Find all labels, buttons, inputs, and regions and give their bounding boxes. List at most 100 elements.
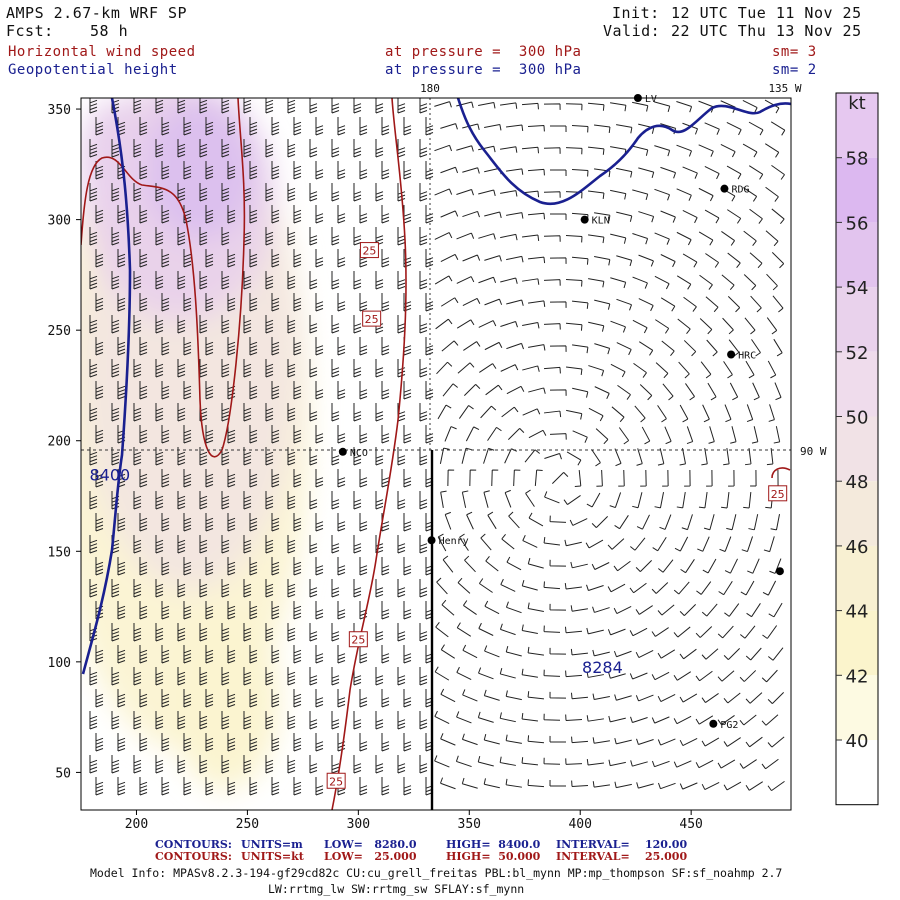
wind-barb <box>375 447 384 466</box>
wind-barb <box>440 297 459 307</box>
wind-barb <box>543 191 561 198</box>
wind-barb <box>595 428 609 445</box>
wind-barb <box>543 713 561 721</box>
wind-barb <box>133 755 142 774</box>
wind-barb <box>353 711 362 730</box>
wind-barb <box>724 558 738 574</box>
wind-barb <box>616 255 633 267</box>
wind-barb <box>463 600 477 615</box>
wind-barb <box>139 205 148 224</box>
wind-barb <box>651 716 670 724</box>
wind-barb <box>658 559 674 573</box>
wind-barb <box>205 557 214 576</box>
wind-barb <box>177 491 186 510</box>
wind-barb <box>155 315 164 334</box>
wind-barb <box>723 448 730 466</box>
wind-barb <box>745 692 763 704</box>
wind-barb <box>95 513 104 532</box>
wind-barb <box>177 139 186 158</box>
wind-barb <box>403 601 412 620</box>
wind-barb <box>331 271 340 290</box>
wind-barb <box>227 249 236 268</box>
wind-barb <box>271 469 280 488</box>
wind-barb <box>139 557 148 576</box>
wind-barb <box>227 645 236 664</box>
contour-info-prefix: CONTOURS: <box>155 850 232 863</box>
wind-barb <box>585 539 604 549</box>
wind-barb <box>243 579 252 598</box>
wind-barb <box>614 515 629 530</box>
station-lv-label: LV <box>645 94 657 105</box>
wind-barb <box>500 364 519 372</box>
wind-barb <box>117 689 126 708</box>
wind-barb <box>337 601 346 620</box>
wind-barb <box>679 737 698 747</box>
wind-barb <box>353 359 362 378</box>
station-rdg-label: RDG <box>731 185 749 196</box>
wind-barb <box>111 667 120 686</box>
wind-barb <box>133 535 142 554</box>
y-tick-label: 200 <box>48 435 71 450</box>
wind-barb <box>770 121 786 136</box>
wind-barb <box>466 511 474 530</box>
wind-barb <box>271 117 280 136</box>
wind-barb <box>89 667 98 686</box>
wind-barb <box>484 341 503 351</box>
wind-barb <box>419 491 428 510</box>
wind-barb <box>591 562 610 570</box>
wind-barb <box>199 491 208 510</box>
wind-barb <box>95 469 104 488</box>
wind-barb <box>287 755 296 774</box>
wind-barb <box>293 733 302 752</box>
wind-barb <box>95 161 104 180</box>
wind-barb <box>768 647 784 661</box>
wind-barb <box>287 315 296 334</box>
wind-barb <box>632 145 649 156</box>
wind-barb <box>444 511 452 530</box>
wind-barb <box>565 366 583 376</box>
wind-barb <box>337 117 346 136</box>
wind-barb <box>221 711 230 730</box>
wind-barb <box>419 623 428 642</box>
wind-barb <box>133 315 142 334</box>
wind-barb <box>613 560 631 572</box>
wind-barb <box>111 623 120 642</box>
wind-barb <box>95 337 104 356</box>
wind-barb <box>249 337 258 356</box>
wind-barb <box>419 535 428 554</box>
wind-barb <box>243 271 252 290</box>
wind-barb <box>440 490 447 508</box>
forecast-label: Fcst: <box>6 22 54 40</box>
longitude-label: 90 W <box>800 445 827 458</box>
wind-barb <box>337 469 346 488</box>
wind-barb <box>265 315 274 334</box>
colorbar-segment <box>836 740 878 805</box>
wind-barb <box>265 98 274 114</box>
wind-barb <box>651 627 669 637</box>
wind-barb <box>161 689 170 708</box>
wind-barb <box>750 295 762 313</box>
wind-barb <box>717 759 736 769</box>
wind-barb <box>227 425 236 444</box>
wind-barb <box>681 514 693 531</box>
wind-barb <box>111 183 120 202</box>
wind-barb <box>177 271 186 290</box>
wind-barb <box>249 777 258 796</box>
wind-barb <box>706 469 713 487</box>
wind-barb <box>221 579 230 598</box>
wind-barb <box>183 161 192 180</box>
y-tick-label: 300 <box>48 214 71 229</box>
wind-barb <box>660 254 676 268</box>
wind-contour-label: 25 <box>365 313 379 326</box>
wind-barb <box>287 227 296 246</box>
wind-barb <box>565 758 583 765</box>
wind-barb <box>635 559 653 573</box>
wind-barb <box>640 469 647 487</box>
wind-barb <box>419 711 428 730</box>
wind-barb <box>768 404 775 422</box>
wind-barb <box>549 559 567 567</box>
colorbar-segment <box>836 416 878 482</box>
wind-speed-contour-25-right <box>771 467 791 479</box>
wind-barb <box>485 384 503 396</box>
wind-barb <box>425 469 434 488</box>
